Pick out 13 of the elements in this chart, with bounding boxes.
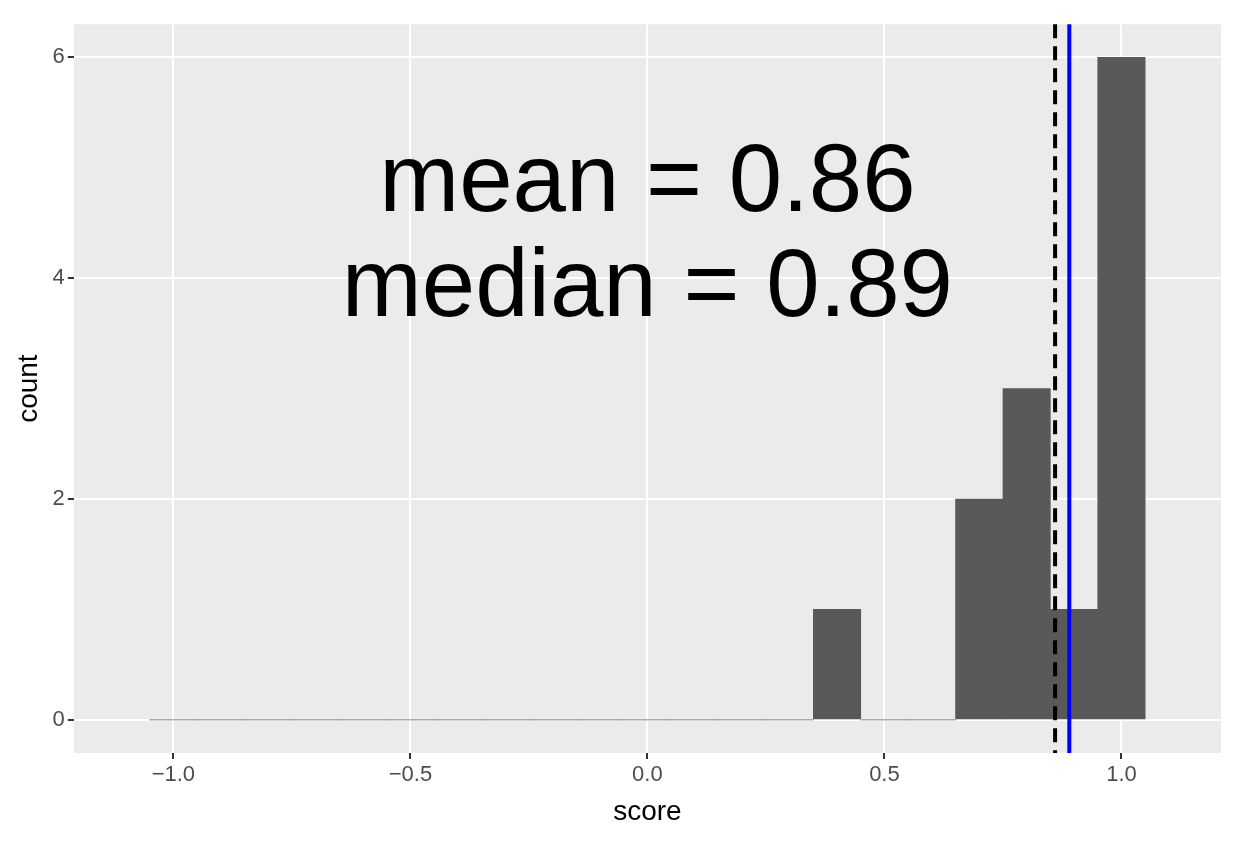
x-tick-label: −1.0 (151, 761, 196, 787)
y-tick-label: 0 (52, 705, 65, 731)
annotation: mean = 0.86 (379, 123, 916, 231)
y-axis-title: count (11, 354, 43, 423)
y-tick-label: 4 (52, 264, 65, 290)
x-tick-label: 1.0 (1106, 761, 1137, 787)
x-axis-title: score (613, 794, 682, 826)
x-tick-label: 0.0 (632, 761, 663, 787)
y-tick-label: 6 (52, 43, 65, 69)
x-tick-label: 0.5 (869, 761, 900, 787)
y-tick-label: 2 (52, 485, 65, 511)
annotation: median = 0.89 (341, 228, 953, 336)
x-tick-label: −0.5 (388, 761, 433, 787)
